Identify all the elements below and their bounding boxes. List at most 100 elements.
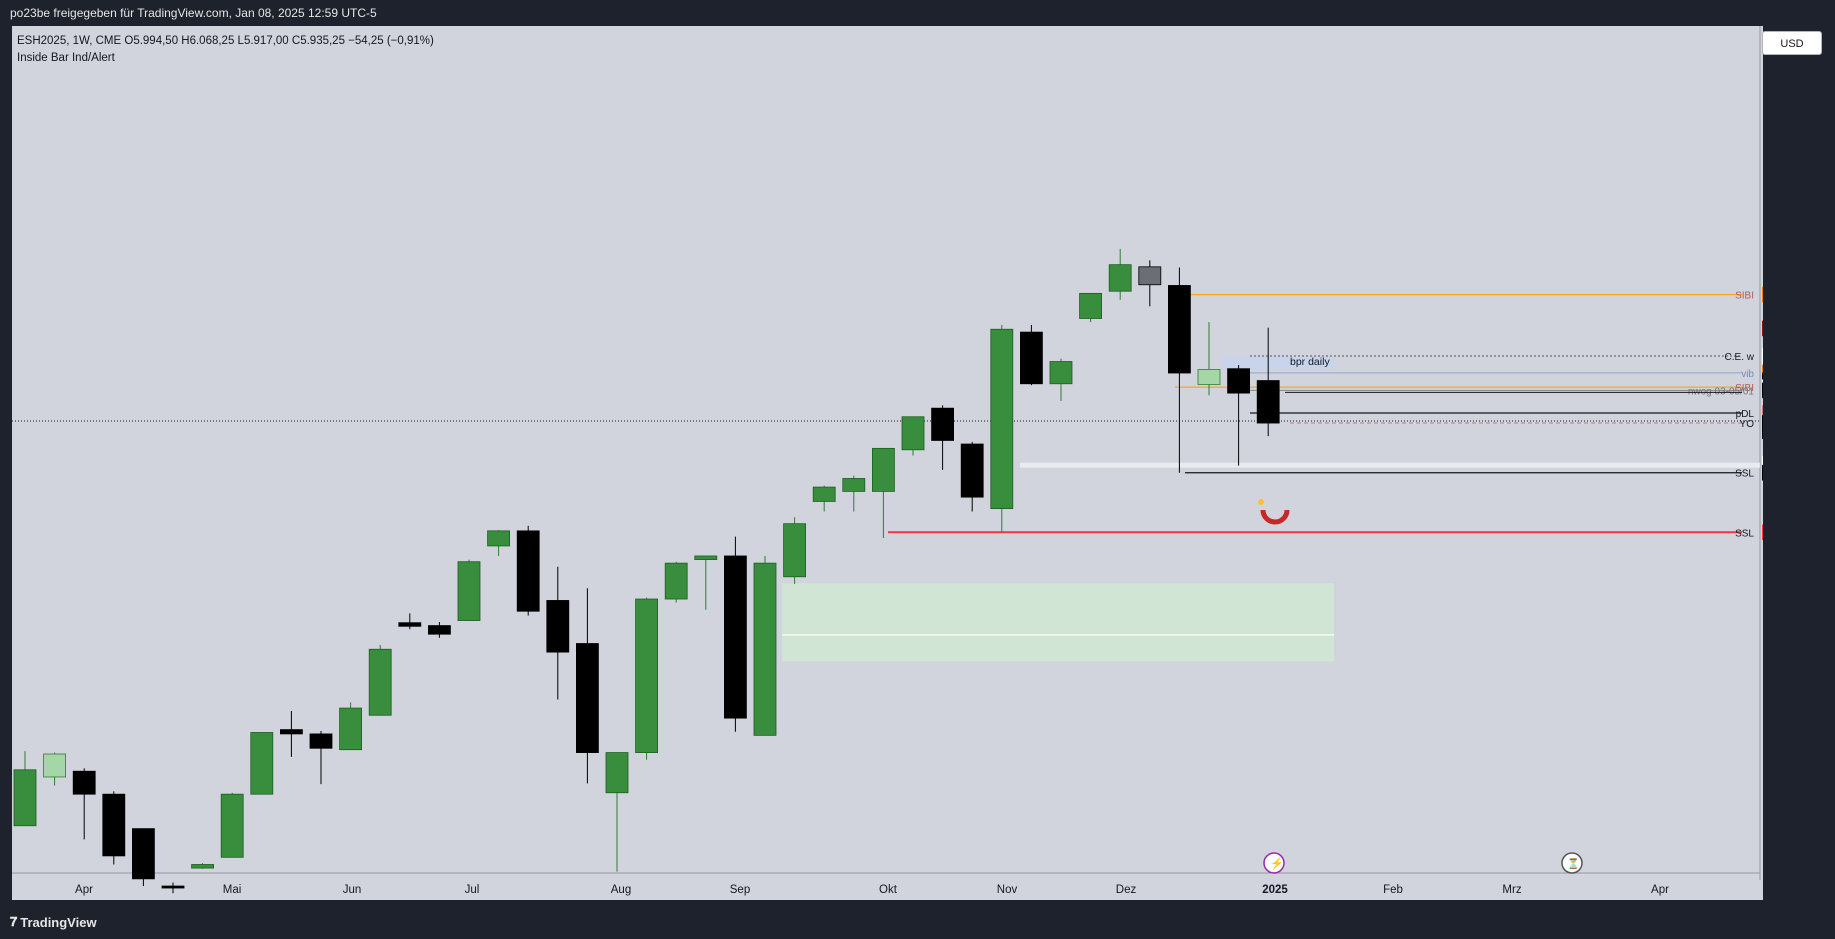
candle-body-23 xyxy=(694,555,718,560)
price-label-box-0 xyxy=(1762,286,1763,303)
candle-body-16 xyxy=(487,530,511,547)
tradingview-logo[interactable]: 𝟕 TradingView xyxy=(10,914,97,930)
price-label-10 xyxy=(1762,423,1763,440)
price-label-0 xyxy=(1762,286,1763,303)
candle-body-33 xyxy=(990,328,1014,510)
candle-body-40 xyxy=(1197,369,1221,385)
time-label-4: Aug xyxy=(611,884,631,896)
level-label-6: YO xyxy=(1740,419,1755,430)
candle-body-8 xyxy=(250,732,274,795)
candle-body-31 xyxy=(931,407,954,441)
candle-body-38 xyxy=(1138,266,1162,286)
candle-body-5 xyxy=(161,885,185,889)
candle-body-13 xyxy=(398,622,422,627)
candle-body-37 xyxy=(1108,264,1132,292)
earnings-event-icon-glyph: ⏳ xyxy=(1567,857,1579,870)
candle-body-6 xyxy=(191,864,215,869)
candle-body-12 xyxy=(368,648,392,716)
candle-body-15 xyxy=(457,561,481,621)
indicator-label[interactable]: Inside Bar Ind/Alert xyxy=(17,52,115,64)
time-label-12: Apr xyxy=(1651,884,1669,896)
chart-pane[interactable]: SIBI C.E. w vib SIBI nwog 03-05/01 pDL YO SSL SS… xyxy=(12,26,1763,900)
candle-body-11 xyxy=(339,707,363,751)
time-label-5: Sep xyxy=(730,884,750,896)
symbol-ohlc-line: ESH2025, 1W, CME O5.994,50 H6.068,25 L5.… xyxy=(17,35,434,47)
brand-text: TradingView xyxy=(20,914,97,930)
magnet-icon-arc xyxy=(1260,509,1290,525)
candle-body-24 xyxy=(724,555,747,719)
candle-body-14 xyxy=(427,625,451,635)
time-label-1: Mai xyxy=(223,884,242,896)
candle-body-41 xyxy=(1227,368,1250,394)
price-label-box-13 xyxy=(1762,464,1763,481)
candle-body-39 xyxy=(1168,285,1191,374)
candle-body-21 xyxy=(635,598,658,753)
level-label-7: SSL xyxy=(1735,469,1754,480)
time-label-6: Okt xyxy=(879,884,898,896)
candle-body-25 xyxy=(753,562,777,736)
earnings-event-icon xyxy=(1561,852,1583,874)
magnet-icon-spark xyxy=(1258,499,1264,505)
time-label-11: Mrz xyxy=(1502,884,1521,896)
price-label-box-14 xyxy=(1762,524,1763,541)
price-label-box-3 xyxy=(1762,347,1763,364)
candle-body-10 xyxy=(309,733,333,749)
candle-body-42 xyxy=(1256,380,1280,424)
price-label-box-10 xyxy=(1762,423,1763,440)
level-label-5: pDL xyxy=(1736,409,1755,420)
price-label-3 xyxy=(1762,347,1763,364)
bpr-daily-zone xyxy=(1222,356,1334,370)
ssl-liquidity-band xyxy=(1020,462,1760,468)
gap-zone-green xyxy=(782,583,1334,662)
candle-body-18 xyxy=(546,600,570,653)
dividend-event-icon xyxy=(1263,852,1285,874)
time-label-0: Apr xyxy=(75,884,93,896)
candle-body-1 xyxy=(43,753,66,778)
level-label-2: vib xyxy=(1741,369,1754,380)
time-label-9: 2025 xyxy=(1262,884,1288,896)
annotation-bpr-daily: bpr daily xyxy=(1290,356,1330,368)
candle-body-17 xyxy=(516,530,540,612)
candle-body-7 xyxy=(220,793,244,858)
candle-body-20 xyxy=(605,752,629,794)
price-label-1 xyxy=(1762,320,1763,337)
candle-body-4 xyxy=(131,828,155,880)
time-label-2: Jun xyxy=(343,884,362,896)
share-text: po23be freigegeben für TradingView.com, … xyxy=(10,6,377,20)
candle-body-27 xyxy=(812,486,836,502)
price-label-box-7 xyxy=(1762,382,1763,399)
footer-bar: 𝟕 TradingView xyxy=(0,904,1835,939)
candle-body-22 xyxy=(664,562,688,600)
price-label-13 xyxy=(1762,464,1763,481)
level-label-3: SIBI xyxy=(1735,383,1754,394)
earnings-event-icon-ring xyxy=(1561,852,1583,874)
level-label-1: C.E. w xyxy=(1725,352,1755,363)
candle-body-32 xyxy=(960,443,984,498)
dividend-event-icon-ring xyxy=(1263,852,1285,874)
candle-body-9 xyxy=(279,729,303,735)
candle-body-0 xyxy=(13,769,37,827)
time-label-8: Dez xyxy=(1116,884,1137,896)
magnet-icon xyxy=(1258,499,1290,525)
share-header: po23be freigegeben für TradingView.com, … xyxy=(0,0,1835,26)
level-label-8: SSL xyxy=(1735,528,1754,539)
candle-body-19 xyxy=(576,643,599,753)
currency-button[interactable]: USD xyxy=(1762,31,1822,55)
level-label-0: SIBI xyxy=(1735,291,1754,302)
chart-legend: ESH2025, 1W, CME O5.994,50 H6.068,25 L5.… xyxy=(17,33,434,67)
candle-body-34 xyxy=(1020,331,1043,385)
candle-body-30 xyxy=(901,416,925,451)
price-label-box-1 xyxy=(1762,320,1763,337)
price-label-7 xyxy=(1762,382,1763,399)
time-label-7: Nov xyxy=(997,884,1018,896)
dividend-event-icon-glyph: ⚡ xyxy=(1270,857,1284,870)
candle-body-28 xyxy=(842,478,866,492)
candle-body-36 xyxy=(1079,292,1102,319)
price-label-14 xyxy=(1762,524,1763,541)
candle-body-26 xyxy=(783,523,806,578)
candle-body-29 xyxy=(872,447,895,492)
tradingview-logo-icon: 𝟕 xyxy=(10,914,17,929)
candle-body-35 xyxy=(1049,361,1073,385)
time-label-10: Feb xyxy=(1383,884,1403,896)
